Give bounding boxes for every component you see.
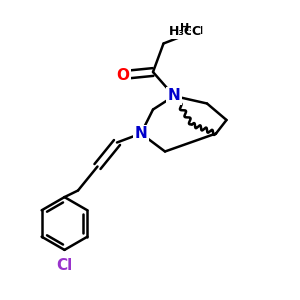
Text: Cl: Cl — [56, 258, 73, 273]
Text: C: C — [191, 25, 200, 38]
Text: N: N — [135, 126, 147, 141]
Text: O: O — [116, 68, 130, 82]
Text: H₃C: H₃C — [169, 25, 194, 38]
Text: N: N — [168, 88, 180, 104]
Text: H: H — [194, 26, 203, 37]
Text: H₃: H₃ — [180, 22, 195, 33]
